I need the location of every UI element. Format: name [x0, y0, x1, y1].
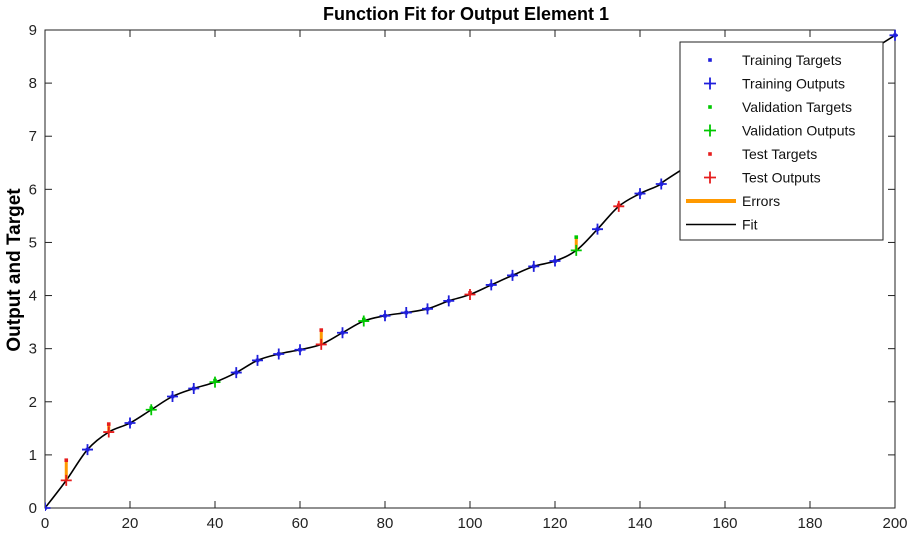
- legend-label: Fit: [742, 217, 758, 233]
- legend-swatch: [708, 152, 712, 156]
- x-tick-label: 20: [122, 515, 139, 532]
- y-tick-label: 4: [29, 288, 37, 305]
- legend-label: Test Outputs: [742, 170, 821, 186]
- x-tick-label: 160: [712, 515, 737, 532]
- legend-swatch: [704, 77, 716, 90]
- output-point: [252, 354, 263, 366]
- target-point: [106, 422, 111, 426]
- output-point: [549, 255, 561, 267]
- output-point: [507, 269, 518, 281]
- y-tick-label: 1: [29, 447, 37, 464]
- output-point: [528, 260, 540, 272]
- legend-label: Training Outputs: [742, 76, 845, 92]
- output-point: [570, 244, 582, 256]
- output-point: [485, 279, 497, 291]
- chart-title: Function Fit for Output Element 1: [323, 4, 609, 24]
- legend-swatch: [708, 58, 712, 62]
- output-point: [592, 223, 603, 235]
- legend: Training Targets Training Outputs Validati…: [679, 41, 884, 241]
- x-tick-label: 60: [292, 515, 309, 532]
- output-point: [294, 344, 306, 356]
- output-point: [634, 188, 646, 200]
- output-point: [422, 303, 433, 315]
- output-point: [60, 474, 72, 486]
- x-tick-label: 0: [41, 515, 49, 532]
- y-tick-label: 8: [29, 75, 37, 92]
- output-point: [613, 200, 625, 212]
- output-point: [188, 383, 200, 394]
- output-point: [209, 376, 221, 388]
- output-point: [103, 426, 115, 438]
- output-point: [400, 307, 412, 319]
- output-point: [337, 327, 348, 339]
- x-tick-label: 80: [377, 515, 394, 532]
- x-tick-label: 40: [207, 515, 224, 532]
- output-point: [167, 390, 178, 402]
- output-point: [45, 502, 51, 511]
- y-tick-label: 2: [29, 394, 37, 411]
- legend-label: Test Targets: [742, 146, 817, 162]
- output-point: [124, 417, 136, 429]
- y-tick-label: 7: [29, 128, 37, 145]
- output-point: [230, 367, 242, 379]
- y-tick-label: 3: [29, 341, 37, 358]
- output-point: [315, 338, 327, 350]
- y-tick-label: 9: [29, 22, 37, 39]
- legend-label: Errors: [742, 193, 780, 209]
- output-point: [82, 444, 93, 456]
- legend-label: Validation Outputs: [742, 123, 855, 139]
- y-tick-label: 6: [29, 181, 37, 198]
- x-tick-label: 120: [542, 515, 567, 532]
- y-axis-label: Output and Target: [4, 188, 25, 352]
- x-tick-label: 140: [627, 515, 652, 532]
- legend-swatch: [704, 171, 716, 184]
- legend-swatch: [708, 105, 712, 109]
- output-point: [358, 315, 370, 327]
- output-point: [464, 288, 476, 300]
- output-point: [889, 29, 898, 41]
- legend-swatch: [704, 124, 716, 137]
- target-point: [574, 235, 579, 239]
- data-layer: [45, 29, 898, 511]
- output-point: [273, 348, 285, 360]
- y-tick-label: 5: [29, 234, 37, 251]
- output-point: [655, 178, 667, 190]
- x-tick-label: 100: [457, 515, 482, 532]
- x-tick-label: 180: [797, 515, 822, 532]
- x-tick-label: 200: [882, 515, 907, 532]
- output-point: [145, 404, 157, 416]
- output-point: [379, 310, 391, 322]
- y-tick-label: 0: [29, 500, 37, 517]
- target-point: [319, 328, 324, 332]
- output-point: [443, 295, 455, 307]
- plot-area: 0 20 40 60 80 100 120 140 160 180 200 0 1 2 3 4 5 6 7 8 9: [29, 22, 908, 532]
- legend-box: [679, 41, 884, 241]
- target-point: [64, 458, 69, 462]
- legend-label: Validation Targets: [742, 99, 852, 115]
- legend-label: Training Targets: [742, 52, 842, 68]
